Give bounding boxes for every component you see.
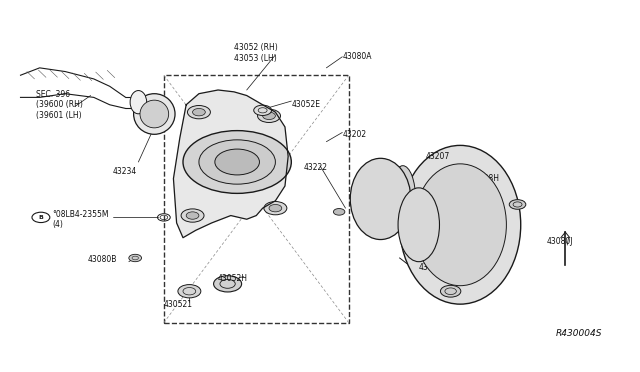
Circle shape (188, 106, 211, 119)
Ellipse shape (134, 94, 175, 134)
Circle shape (366, 176, 379, 183)
Circle shape (465, 191, 481, 201)
Text: 43234: 43234 (113, 167, 137, 176)
Circle shape (390, 195, 403, 203)
Circle shape (262, 112, 275, 119)
Circle shape (366, 214, 379, 222)
Circle shape (181, 209, 204, 222)
Text: 43207: 43207 (425, 152, 449, 161)
Text: SEC. 396
(39600 (RH)
(39601 (LH): SEC. 396 (39600 (RH) (39601 (LH) (36, 90, 83, 120)
Circle shape (186, 212, 199, 219)
Ellipse shape (399, 145, 521, 304)
Circle shape (199, 140, 275, 184)
Circle shape (465, 249, 481, 258)
Ellipse shape (414, 164, 506, 286)
Ellipse shape (390, 166, 415, 232)
Text: °08LB4-2355M
(4): °08LB4-2355M (4) (52, 209, 109, 229)
Text: 43080B: 43080B (88, 255, 116, 264)
Circle shape (333, 209, 345, 215)
Ellipse shape (398, 188, 440, 262)
Text: B: B (38, 215, 44, 220)
Circle shape (444, 215, 476, 234)
Circle shape (358, 195, 371, 203)
Circle shape (439, 191, 456, 201)
Circle shape (509, 200, 526, 209)
Text: 43052 (RH)
43053 (LH): 43052 (RH) 43053 (LH) (234, 44, 278, 63)
Text: 43084: 43084 (419, 263, 443, 272)
Circle shape (193, 109, 205, 116)
Text: 430521: 430521 (164, 300, 193, 309)
Circle shape (269, 205, 282, 212)
Text: 43080A: 43080A (342, 52, 372, 61)
Text: R430004S: R430004S (556, 329, 602, 338)
Bar (164, 75, 349, 323)
Circle shape (477, 220, 494, 230)
Circle shape (178, 285, 201, 298)
Ellipse shape (350, 158, 411, 240)
Circle shape (32, 212, 50, 222)
Circle shape (439, 249, 456, 258)
Text: 43052E: 43052E (291, 100, 321, 109)
Circle shape (369, 192, 392, 206)
Circle shape (183, 131, 291, 193)
Text: 43080J: 43080J (546, 237, 573, 246)
Circle shape (264, 202, 287, 215)
Circle shape (214, 276, 242, 292)
Polygon shape (173, 90, 288, 238)
Circle shape (129, 254, 141, 262)
Ellipse shape (130, 90, 147, 114)
Text: 43222: 43222 (304, 163, 328, 172)
Text: 43202: 43202 (342, 130, 367, 139)
Circle shape (382, 214, 395, 222)
Circle shape (382, 176, 395, 183)
Circle shape (440, 285, 461, 297)
Text: 44098H: 44098H (470, 174, 500, 183)
Circle shape (253, 105, 271, 115)
Circle shape (257, 109, 280, 122)
Circle shape (426, 220, 443, 230)
Ellipse shape (131, 91, 146, 113)
Circle shape (362, 188, 399, 210)
Circle shape (215, 149, 259, 175)
Ellipse shape (140, 100, 169, 128)
Text: 43052H: 43052H (218, 274, 248, 283)
